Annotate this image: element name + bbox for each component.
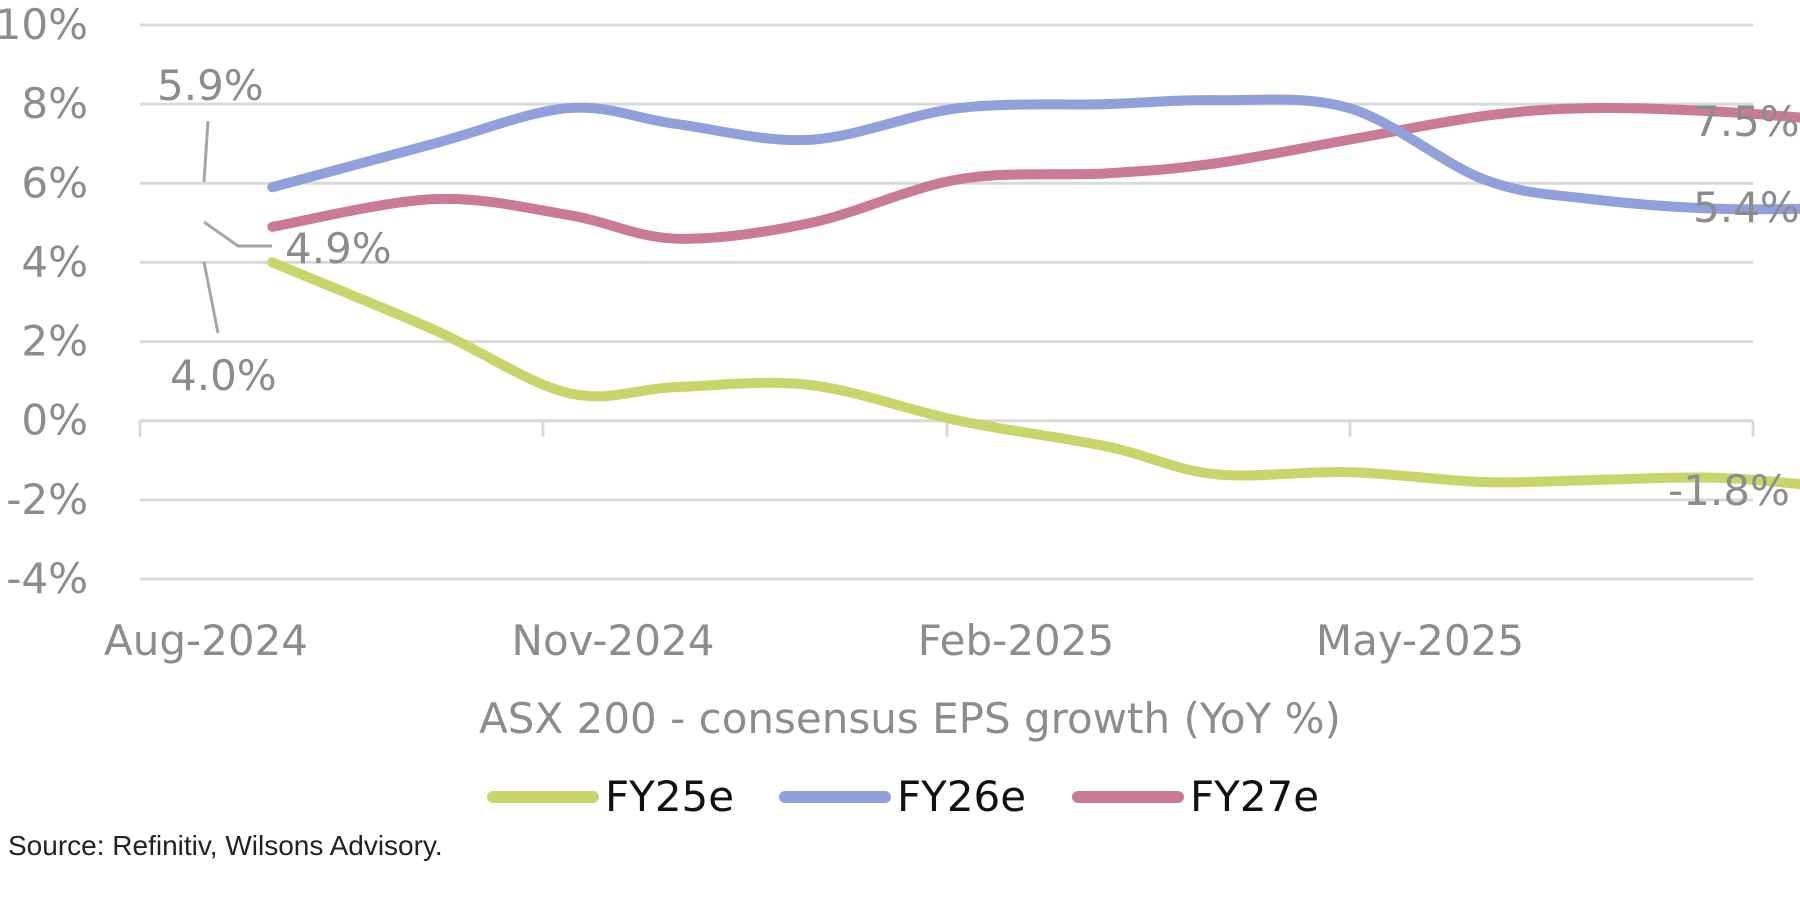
x-tick-label: Feb-2025: [918, 616, 1114, 665]
eps-growth-chart: 10% 8% 6% 4% 2% 0% -2% -4% Aug-2024 Nov-2024 Feb-…: [0, 0, 1800, 821]
x-tick-label: May-2025: [1316, 616, 1524, 665]
series-line-fy25e: [267, 257, 1800, 490]
y-tick-label: 6%: [21, 158, 88, 207]
data-label: 5.9%: [157, 61, 264, 110]
x-tick-label: Nov-2024: [512, 616, 715, 665]
y-tick-label: 10%: [0, 0, 88, 49]
data-label: 5.4%: [1693, 183, 1800, 232]
data-label: 7.5%: [1693, 97, 1800, 146]
y-tick-label: -2%: [6, 475, 88, 524]
data-label-leader: [202, 120, 210, 183]
data-label-leader: [202, 261, 220, 334]
y-tick-label: 0%: [21, 396, 88, 445]
data-labels: 5.9% 4.9% 4.0% 7.5% 5.4% -1.8%: [157, 61, 1800, 515]
source-note: Source: Refinitiv, Wilsons Advisory.: [8, 830, 443, 861]
data-label: 4.9%: [285, 224, 392, 273]
y-tick-label: 4%: [21, 237, 88, 286]
legend-label-fy25e: FY25e: [605, 772, 734, 821]
legend-label-fy27e: FY27e: [1190, 772, 1319, 821]
data-label: -1.8%: [1668, 466, 1790, 515]
x-axis: Aug-2024 Nov-2024 Feb-2025 May-2025: [104, 419, 1755, 665]
y-tick-label: -4%: [6, 554, 88, 603]
series-line-fy27e: [267, 102, 1800, 244]
x-tick-label: Aug-2024: [104, 616, 308, 665]
legend-label-fy26e: FY26e: [897, 772, 1026, 821]
data-label: 4.0%: [170, 351, 277, 400]
data-label-leader: [203, 220, 272, 248]
y-tick-label: 2%: [21, 317, 88, 366]
legend: FY25e FY26e FY27e: [487, 772, 1319, 821]
series-line-fy26e: [267, 94, 1800, 215]
x-axis-title: ASX 200 - consensus EPS growth (YoY %): [479, 694, 1341, 743]
y-tick-label: 8%: [21, 79, 88, 128]
y-axis: 10% 8% 6% 4% 2% 0% -2% -4%: [0, 0, 88, 603]
series-lines: [267, 94, 1800, 490]
